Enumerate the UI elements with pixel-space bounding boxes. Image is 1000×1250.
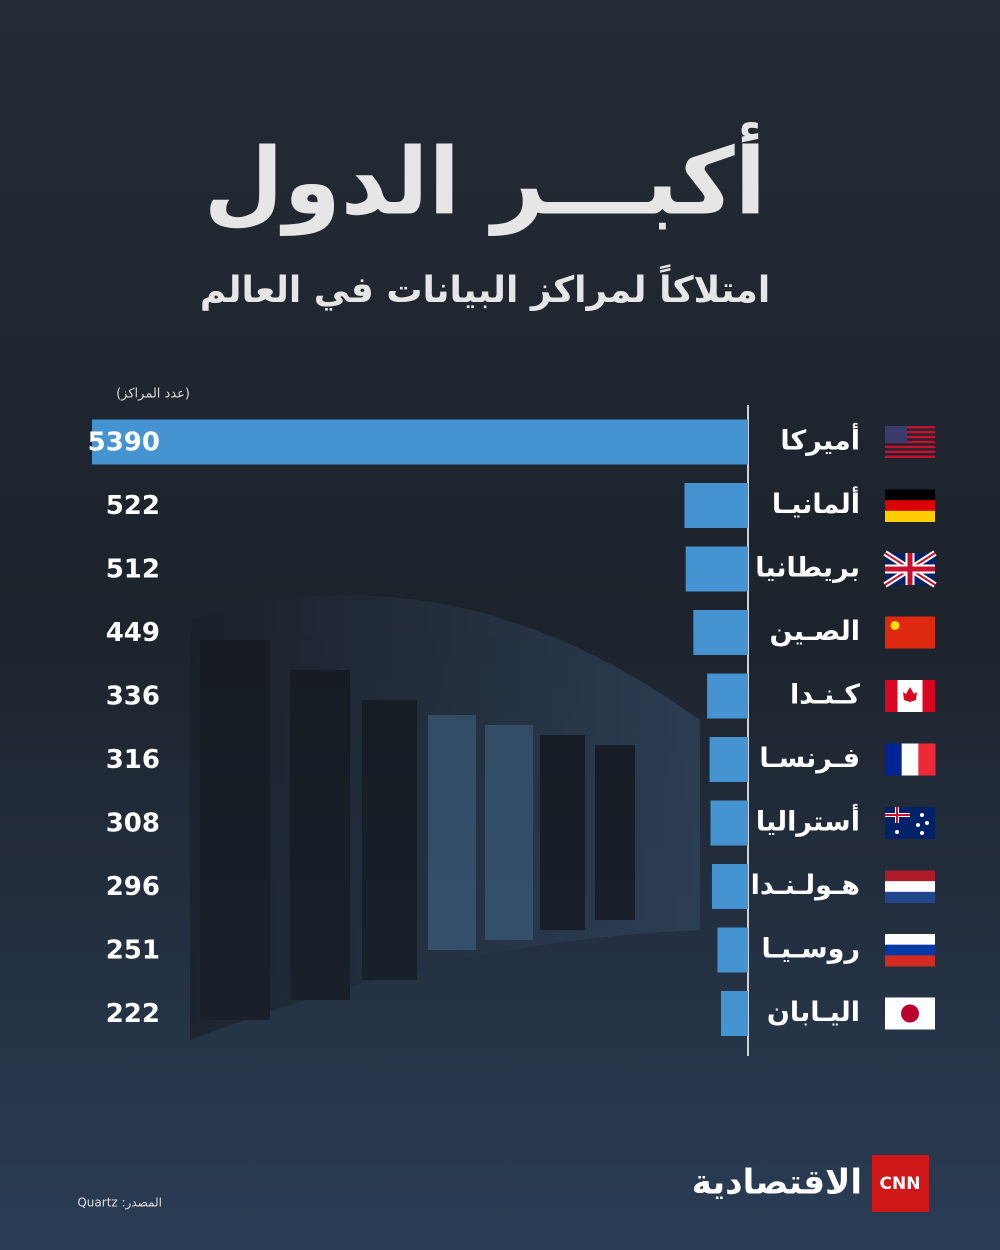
bar bbox=[720, 991, 748, 1036]
flag-part bbox=[901, 743, 919, 776]
flag-part bbox=[885, 743, 903, 776]
value-label: 512 bbox=[106, 555, 160, 585]
logo-cnn: CNN bbox=[880, 1174, 921, 1194]
value-label: 296 bbox=[106, 872, 160, 902]
flag-part bbox=[920, 831, 924, 835]
chart-subtitle: امتلاكاً لمراكز البيانات في العالم bbox=[200, 264, 770, 311]
flag-part bbox=[885, 426, 907, 443]
flag-part bbox=[885, 616, 935, 649]
value-label: 449 bbox=[106, 618, 160, 648]
category-label: أميركا bbox=[780, 423, 860, 457]
flag-part bbox=[920, 813, 924, 817]
value-label: 522 bbox=[106, 491, 160, 521]
flag-part bbox=[922, 680, 935, 712]
flag-part bbox=[885, 500, 935, 512]
flag-part bbox=[890, 621, 900, 630]
category-label: هـولـنـدا bbox=[751, 870, 860, 901]
flag-part bbox=[885, 881, 935, 893]
flag bbox=[885, 997, 935, 1030]
flag bbox=[885, 489, 935, 522]
value-label: 316 bbox=[106, 745, 160, 775]
flag-part bbox=[885, 489, 935, 501]
flag-part bbox=[901, 1004, 919, 1023]
flag-part bbox=[885, 510, 935, 522]
server-image bbox=[190, 595, 700, 1040]
flag-part bbox=[885, 435, 935, 439]
bar bbox=[707, 673, 748, 719]
value-label: 308 bbox=[106, 809, 160, 839]
flag-part bbox=[925, 821, 929, 825]
flag-part bbox=[885, 891, 935, 903]
flag bbox=[883, 550, 937, 588]
flag-part bbox=[885, 870, 935, 882]
bar bbox=[711, 864, 748, 909]
flag-part bbox=[885, 445, 935, 449]
flag-part bbox=[885, 934, 935, 946]
flag-part bbox=[895, 830, 899, 834]
bar bbox=[92, 419, 748, 465]
bar bbox=[709, 737, 748, 782]
unit-label: (عدد المراكز) bbox=[116, 387, 190, 402]
value-label: 5390 bbox=[88, 428, 160, 458]
flag-part bbox=[885, 440, 935, 444]
category-label: الصـين bbox=[769, 616, 860, 647]
category-label: كـنـدا bbox=[790, 680, 860, 711]
flag bbox=[885, 934, 935, 967]
flag-part bbox=[885, 450, 935, 454]
logo-box bbox=[872, 1155, 929, 1212]
chart-title: أكبـــر الدول bbox=[204, 121, 766, 236]
logo-name: الاقتصادية bbox=[692, 1163, 862, 1203]
category-label: اليـابان bbox=[767, 997, 860, 1028]
category-label: ألمانيـا bbox=[772, 486, 860, 520]
flag-part bbox=[885, 430, 935, 434]
flag-part bbox=[885, 553, 935, 585]
flag-part bbox=[916, 823, 920, 827]
flag bbox=[885, 616, 935, 649]
flag bbox=[885, 426, 935, 458]
flag-part bbox=[885, 955, 935, 967]
flag bbox=[885, 680, 935, 712]
bar bbox=[710, 800, 748, 846]
bar bbox=[717, 927, 748, 973]
flag-part bbox=[885, 455, 935, 458]
value-label: 222 bbox=[106, 999, 160, 1029]
bar bbox=[685, 546, 748, 592]
source: المصدر: Quartz bbox=[77, 1196, 162, 1211]
flag-part bbox=[885, 944, 935, 956]
flag-part bbox=[903, 687, 917, 702]
category-label: فـرنسـا bbox=[759, 743, 860, 774]
flag-part bbox=[918, 743, 936, 776]
flag-part bbox=[885, 680, 898, 712]
value-label: 251 bbox=[106, 936, 160, 966]
bar bbox=[684, 483, 748, 528]
value-label: 336 bbox=[106, 682, 160, 712]
category-label: بريطانيا bbox=[755, 553, 860, 584]
flag bbox=[885, 870, 935, 903]
category-label: أستراليا bbox=[756, 804, 860, 838]
flag-part bbox=[885, 426, 935, 429]
flag-part bbox=[885, 807, 910, 823]
category-label: روسـيـا bbox=[762, 934, 861, 965]
bar bbox=[693, 610, 748, 655]
flag bbox=[885, 743, 936, 776]
flag bbox=[885, 807, 935, 839]
